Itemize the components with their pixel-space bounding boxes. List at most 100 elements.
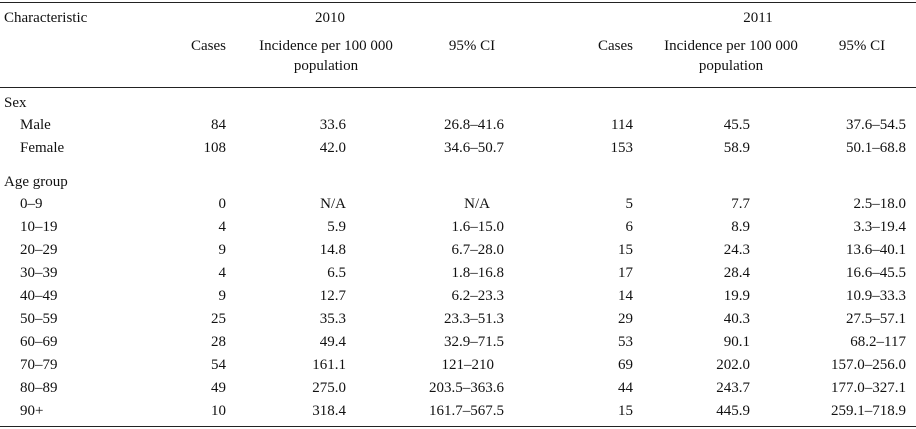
- ci-2011: 259.1–718.9: [831, 403, 906, 419]
- row-label: Female: [20, 140, 65, 156]
- incidence-2011-header-line1: Incidence per 100 000: [664, 38, 798, 54]
- year-2010-header: 2010: [315, 10, 345, 26]
- cases-2011: 53: [618, 334, 633, 350]
- ci-2011: 3.3–19.4: [853, 219, 907, 235]
- incidence-2011: 243.7: [716, 380, 750, 396]
- cases-2011: 14: [618, 288, 633, 304]
- incidence-2010-header-line1: Incidence per 100 000: [259, 38, 393, 54]
- incidence-2011: 45.5: [723, 117, 750, 133]
- cases-2010: 84: [211, 117, 226, 133]
- ci-2010: 23.3–51.3: [444, 311, 504, 327]
- incidence-2010: 275.0: [312, 380, 346, 396]
- cases-2010: 4: [218, 219, 227, 235]
- incidence-2010: 12.7: [319, 288, 346, 304]
- incidence-2010: N/A: [320, 196, 346, 212]
- cases-2010: 108: [203, 140, 227, 156]
- section-sex: Sex: [4, 95, 27, 111]
- cases-2011: 5: [625, 196, 634, 212]
- row-label: 10–19: [20, 219, 58, 235]
- incidence-2011: 40.3: [723, 311, 750, 327]
- cases-2011-header: Cases: [598, 38, 633, 54]
- cases-2011: 114: [611, 117, 633, 133]
- header-rule: [0, 87, 916, 88]
- cases-2010: 0: [218, 196, 227, 212]
- ci-2010-header: 95% CI: [448, 38, 496, 54]
- incidence-2010: 33.6: [319, 117, 346, 133]
- row-label: 30–39: [20, 265, 58, 281]
- ci-2011-header: 95% CI: [838, 38, 886, 54]
- incidence-2011-header-line2: population: [698, 58, 764, 74]
- ci-2010: 1.8–16.8: [451, 265, 505, 281]
- ci-2011: 13.6–40.1: [846, 242, 906, 258]
- table-top-rule: [0, 2, 916, 3]
- cases-2011: 6: [625, 219, 634, 235]
- cases-2010-header: Cases: [191, 38, 226, 54]
- cases-2011: 69: [618, 357, 633, 373]
- ci-2010: 121–210: [441, 357, 495, 373]
- incidence-2011: 24.3: [723, 242, 750, 258]
- row-label: 80–89: [20, 380, 58, 396]
- incidence-2011: 90.1: [723, 334, 750, 350]
- incidence-2010: 49.4: [319, 334, 346, 350]
- ci-2011: 16.6–45.5: [846, 265, 906, 281]
- cases-2011: 17: [618, 265, 633, 281]
- cases-2010: 9: [218, 242, 227, 258]
- ci-2010: 161.7–567.5: [429, 403, 504, 419]
- incidence-2011: 7.7: [731, 196, 750, 212]
- cases-2010: 54: [211, 357, 226, 373]
- ci-2011: 10.9–33.3: [846, 288, 906, 304]
- ci-2010: 6.2–23.3: [451, 288, 505, 304]
- incidence-2010: 14.8: [319, 242, 346, 258]
- incidence-2011: 58.9: [723, 140, 750, 156]
- row-label: 50–59: [20, 311, 58, 327]
- cases-2010: 25: [211, 311, 226, 327]
- cases-2010: 4: [218, 265, 227, 281]
- ci-2010: N/A: [464, 196, 490, 212]
- ci-2010: 34.6–50.7: [444, 140, 504, 156]
- row-label: 60–69: [20, 334, 58, 350]
- ci-2010: 26.8–41.6: [444, 117, 504, 133]
- section-age-group: Age group: [4, 174, 68, 190]
- cases-2011: 153: [610, 140, 634, 156]
- incidence-2010: 5.9: [327, 219, 346, 235]
- ci-2011: 157.0–256.0: [831, 357, 906, 373]
- incidence-2011: 28.4: [723, 265, 750, 281]
- cases-2010: 49: [211, 380, 226, 396]
- ci-2011: 27.5–57.1: [846, 311, 906, 327]
- row-label: 40–49: [20, 288, 58, 304]
- incidence-2010: 42.0: [319, 140, 346, 156]
- cases-2010: 10: [211, 403, 226, 419]
- ci-2011: 2.5–18.0: [853, 196, 907, 212]
- ci-2011: 50.1–68.8: [846, 140, 906, 156]
- cases-2010: 28: [211, 334, 226, 350]
- incidence-2010-header-line2: population: [293, 58, 359, 74]
- incidence-2011: 202.0: [716, 357, 750, 373]
- cases-2011: 15: [618, 242, 633, 258]
- ci-2010: 1.6–15.0: [451, 219, 505, 235]
- incidence-2011: 19.9: [723, 288, 750, 304]
- incidence-2010: 35.3: [319, 311, 346, 327]
- row-label: 90+: [20, 403, 44, 419]
- incidence-2010: 318.4: [312, 403, 346, 419]
- cases-2011: 15: [618, 403, 633, 419]
- incidence-2010: 6.5: [327, 265, 346, 281]
- ci-2011: 37.6–54.5: [846, 117, 906, 133]
- cases-2010: 9: [218, 288, 227, 304]
- incidence-2011: 445.9: [716, 403, 750, 419]
- ci-2010: 6.7–28.0: [451, 242, 505, 258]
- characteristic-header: Characteristic: [4, 10, 88, 26]
- incidence-2010: 161.1: [312, 357, 346, 373]
- ci-2010: 203.5–363.6: [429, 380, 504, 396]
- ci-2010: 32.9–71.5: [444, 334, 504, 350]
- cases-2011: 44: [618, 380, 633, 396]
- incidence-2011: 8.9: [731, 219, 750, 235]
- row-label: Male: [20, 117, 51, 133]
- table-bottom-rule: [0, 426, 916, 427]
- row-label: 20–29: [20, 242, 58, 258]
- row-label: 70–79: [20, 357, 58, 373]
- cases-2011: 29: [618, 311, 633, 327]
- ci-2011: 68.2–117: [850, 334, 906, 350]
- ci-2011: 177.0–327.1: [831, 380, 906, 396]
- year-2011-header: 2011: [743, 10, 773, 26]
- row-label: 0–9: [20, 196, 43, 212]
